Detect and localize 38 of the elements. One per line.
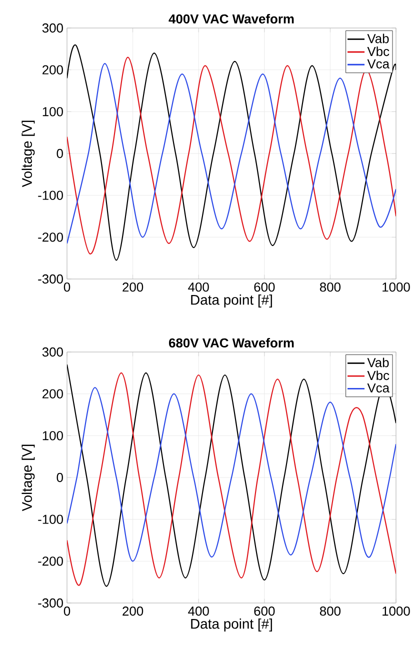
y-tick-label: -300 [38, 274, 63, 284]
chart-title: 680V VAC Waveform [168, 338, 294, 348]
x-tick-label: 1000 [382, 606, 410, 616]
y-tick-label: 300 [42, 23, 63, 33]
x-tick-label: 600 [254, 606, 275, 616]
x-axis-title: Data point [#] [191, 294, 272, 308]
y-tick-label: 0 [56, 472, 63, 482]
y-axis-title: Voltage [V] [22, 120, 35, 188]
chart-title: 400V VAC Waveform [168, 14, 294, 24]
y-tick-label: 200 [42, 389, 63, 398]
y-tick-label: -300 [38, 598, 63, 608]
x-tick-label: 0 [64, 606, 70, 616]
y-tick-label: -100 [38, 190, 63, 200]
y-axis-title: Voltage [V] [22, 444, 35, 512]
y-tick-label: -100 [38, 514, 63, 524]
x-tick-label: 800 [320, 606, 341, 616]
legend-label: Vca [367, 383, 390, 392]
x-tick-label: 800 [320, 282, 341, 292]
legend-label: Vab [367, 34, 389, 44]
x-tick-label: 200 [122, 282, 144, 292]
x-axis-title: Data point [#] [191, 618, 272, 632]
x-tick-label: 200 [122, 606, 144, 616]
y-tick-label: 300 [42, 347, 63, 357]
legend-label: Vca [367, 59, 390, 68]
x-tick-label: 1000 [382, 282, 410, 292]
legend-label: Vbc [367, 46, 390, 56]
y-tick-label: -200 [38, 232, 63, 242]
x-tick-label: 600 [254, 282, 275, 292]
y-tick-label: 200 [42, 65, 63, 74]
x-tick-label: 0 [64, 282, 70, 292]
y-tick-label: 100 [42, 107, 63, 116]
y-tick-label: 0 [56, 148, 63, 158]
y-tick-label: 100 [42, 431, 63, 440]
legend-label: Vbc [367, 370, 390, 380]
x-tick-label: 400 [188, 606, 209, 616]
x-tick-label: 400 [188, 282, 209, 292]
y-tick-label: -200 [38, 556, 63, 566]
legend-label: Vab [367, 358, 389, 368]
